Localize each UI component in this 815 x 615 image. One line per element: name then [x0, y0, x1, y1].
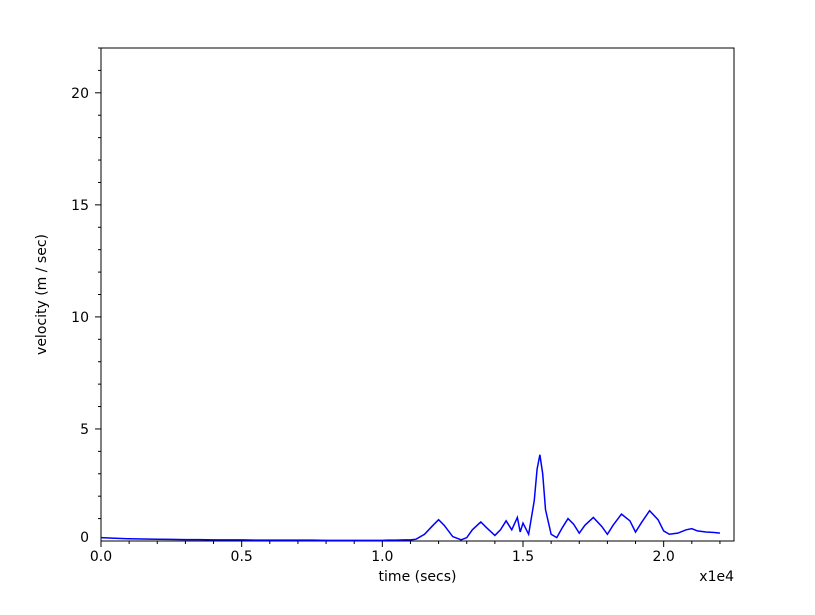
y-tick-label: 15 — [71, 198, 89, 214]
x-tick-label: 0.5 — [231, 549, 253, 565]
x-axis-label: time (secs) — [379, 569, 457, 585]
plot-border — [101, 48, 734, 541]
y-tick-label: 20 — [71, 86, 89, 102]
x-offset-label: x1e4 — [699, 569, 734, 585]
x-tick-label: 1.0 — [371, 549, 393, 565]
y-tick-label: 10 — [71, 310, 89, 326]
velocity-series-line — [101, 455, 720, 541]
x-tick-label: 1.5 — [512, 549, 534, 565]
y-tick-label: 5 — [80, 422, 89, 438]
y-axis-label: velocity (m / sec) — [34, 234, 50, 355]
x-tick-label: 2.0 — [653, 549, 675, 565]
y-tick-label-zero: 0 — [80, 530, 89, 546]
chart-svg: 0.0 0.5 1.0 1.5 2.0 5 10 15 20 0 time (secs) veloci… — [0, 0, 815, 615]
x-tick-label: 0.0 — [90, 549, 112, 565]
velocity-chart: 0.0 0.5 1.0 1.5 2.0 5 10 15 20 0 time (secs) veloci… — [0, 0, 815, 615]
